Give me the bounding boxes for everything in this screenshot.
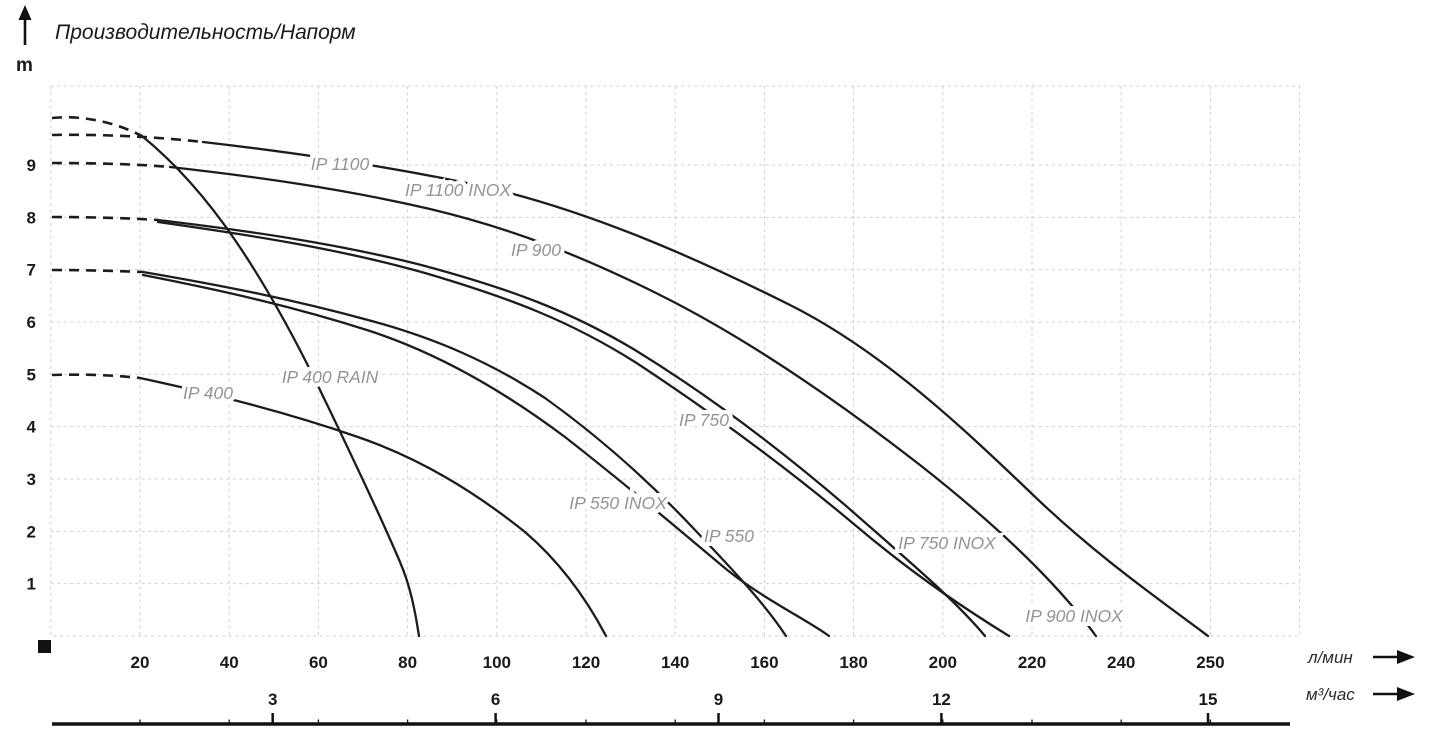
- curve-label-ip-900: IP 900: [511, 240, 561, 260]
- y-tick-label: 4: [27, 418, 37, 437]
- curve-ip-900-dashed-head: [51, 161, 171, 169]
- y-tick-label: 5: [27, 365, 36, 384]
- curve-ip-1100-dashed-head: [51, 133, 204, 144]
- grid-lines: [50, 85, 1301, 637]
- curve-labels: IP 1100 IP 1100 INOX IP 900 IP 900 INOX …: [179, 150, 1128, 630]
- curve-label-ip-900-inox: IP 900 INOX: [1025, 606, 1124, 626]
- x-axis-units: л/мин м³/час: [1306, 648, 1415, 704]
- x-lmin-tick-label: 20: [131, 653, 150, 672]
- curve-dashed-heads: [51, 116, 204, 380]
- x-lmin-tick-label: 100: [483, 653, 511, 672]
- curve-label-ip-750-inox: IP 750 INOX: [898, 533, 997, 553]
- curve-ip-550-dashed-head: [51, 268, 144, 274]
- x-axis-m3h-unit: м³/час: [1306, 685, 1355, 704]
- curve-label-ip-1100: IP 1100: [311, 154, 370, 174]
- curve-ip-750: [156, 218, 987, 638]
- y-tick-label: 9: [27, 156, 36, 175]
- curve-ip-550: [141, 273, 831, 638]
- curve-ip-400-rain: [140, 134, 421, 638]
- x-m3h-tick-label: 9: [714, 690, 723, 709]
- curve-label-ip-550-inox: IP 550 INOX: [569, 493, 668, 513]
- x-lmin-tick-label: 220: [1018, 653, 1046, 672]
- x-m3h-tick-label: 6: [491, 690, 500, 709]
- curve-label-ip-400: IP 400: [183, 383, 233, 403]
- curve-ip-400: [138, 376, 608, 638]
- curve-ip-550-inox: [141, 270, 788, 638]
- y-tick-label: 3: [27, 470, 36, 489]
- x-m3h-tick-label: 3: [268, 690, 277, 709]
- curve-label-ip-400-rain: IP 400 RAIN: [282, 367, 379, 387]
- x-axis-lmin-unit: л/мин: [1307, 648, 1353, 667]
- x-lmin-tick-label: 140: [661, 653, 689, 672]
- curve-ip-750-inox: [156, 220, 1011, 638]
- curve-lines: [138, 134, 1210, 638]
- x-lmin-tick-label: 40: [220, 653, 239, 672]
- chart-title: Производительность/Напорм: [55, 21, 356, 44]
- lmin-arrowhead-icon: [1397, 650, 1415, 664]
- x-lmin-tick-label: 60: [309, 653, 328, 672]
- y-tick-label: 7: [27, 261, 36, 280]
- x-lmin-tick-label: 200: [929, 653, 957, 672]
- x-lmin-tick-label: 160: [750, 653, 778, 672]
- m3h-arrowhead-icon: [1397, 687, 1415, 701]
- x-lmin-tick-label: 180: [839, 653, 867, 672]
- y-tick-label: 2: [27, 522, 36, 541]
- curve-ip-750-dashed-head: [51, 215, 159, 222]
- x-lmin-tick-label: 240: [1107, 653, 1135, 672]
- x-lmin-tick-label: 120: [572, 653, 600, 672]
- x-m3h-tick-label: 12: [932, 690, 951, 709]
- curve-label-ip-750: IP 750: [679, 410, 729, 430]
- y-axis-arrowhead-icon: [18, 5, 32, 20]
- curve-ip-900: [168, 165, 1098, 638]
- x-axis-lmin-tick-labels: 20 40 60 80 100 120 140 160 180 200 220 240 250: [131, 653, 1225, 672]
- origin-square-marker: [38, 640, 51, 653]
- curve-ip-400-dashed-head: [51, 373, 141, 380]
- curve-ip-400-rain-dashed-head: [51, 116, 143, 138]
- m3h-scale-line: [52, 713, 1290, 726]
- x-lmin-tick-label: 250: [1196, 653, 1224, 672]
- curve-label-ip-1100-inox: IP 1100 INOX: [405, 180, 512, 200]
- x-m3h-tick-label: 15: [1199, 690, 1218, 709]
- curve-ip-1100: [201, 140, 1210, 638]
- y-tick-label: 1: [27, 575, 36, 594]
- y-axis-unit: m: [16, 55, 33, 76]
- x-axis-m3h-tick-labels: 3 6 9 12 15: [268, 690, 1217, 709]
- y-tick-label: 8: [27, 208, 36, 227]
- y-axis-tick-labels: 9 8 7 6 5 4 3 2 1: [27, 156, 37, 594]
- x-lmin-tick-label: 80: [398, 653, 417, 672]
- title-block: Производительность/Напорм m: [16, 5, 356, 76]
- curve-label-ip-550: IP 550: [704, 526, 754, 546]
- y-tick-label: 6: [27, 313, 36, 332]
